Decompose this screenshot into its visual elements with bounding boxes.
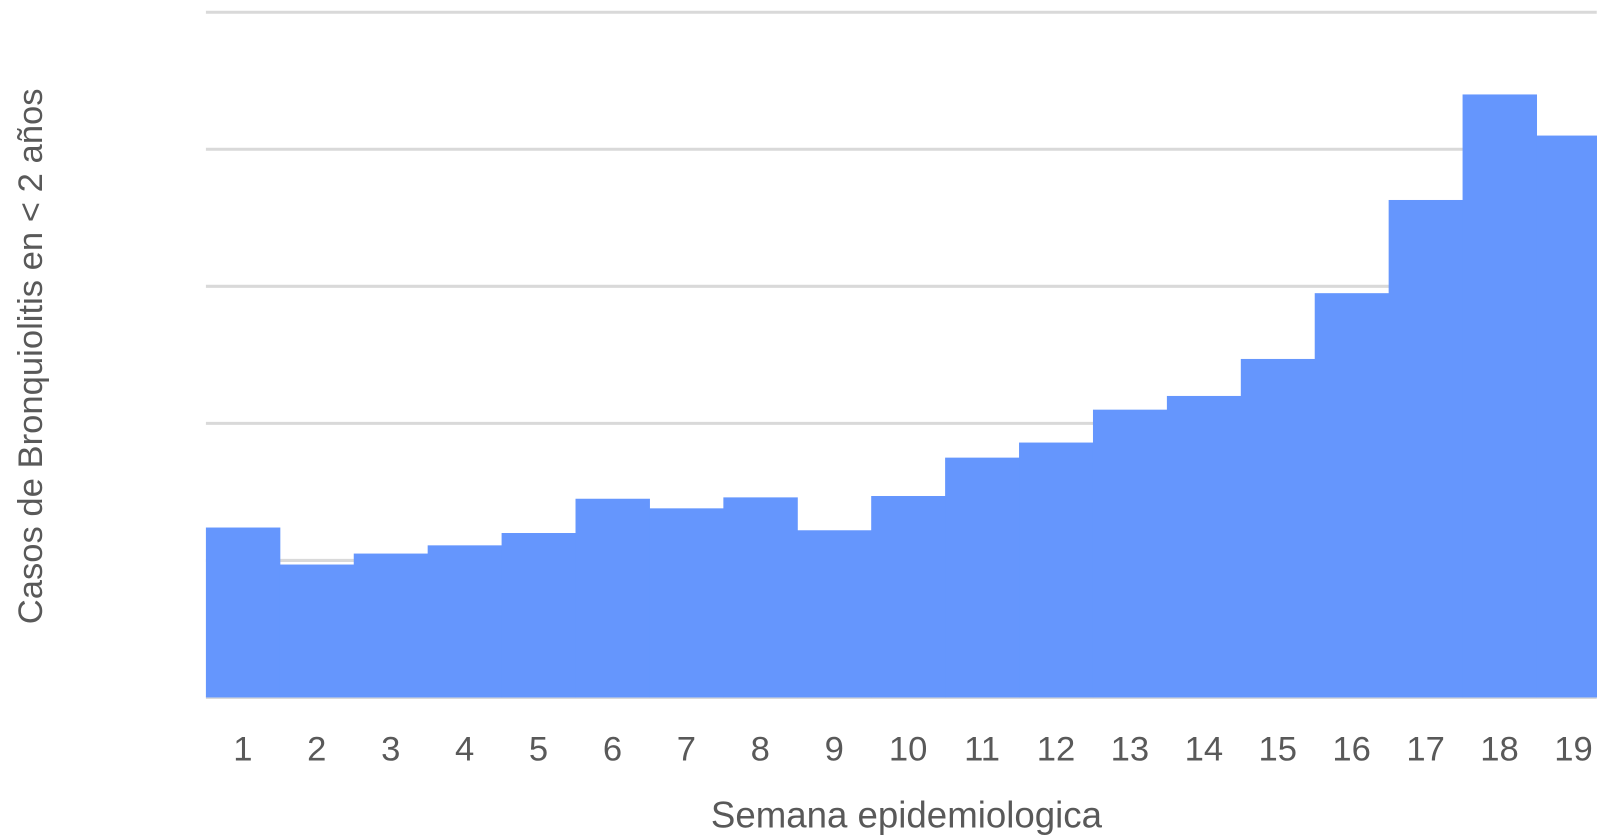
x-tick-label: 19 <box>1554 731 1592 769</box>
x-tick-label: 1 <box>233 731 252 769</box>
bar <box>1462 94 1538 698</box>
bar <box>1536 135 1597 698</box>
bar <box>797 530 872 698</box>
x-tick-label: 12 <box>1037 731 1076 769</box>
x-tick-label: 4 <box>455 731 474 769</box>
bar <box>871 496 946 698</box>
bar <box>649 508 724 698</box>
x-tick-label: 15 <box>1259 731 1298 769</box>
x-tick-label: 2 <box>307 731 326 769</box>
bar <box>1314 293 1390 698</box>
x-tick-label: 3 <box>381 731 400 769</box>
x-tick-label: 9 <box>825 731 844 769</box>
x-axis-label: Semana epidemiologica <box>711 794 1103 835</box>
bar <box>945 457 1020 698</box>
bar <box>427 545 503 698</box>
bar <box>1092 409 1168 698</box>
y-axis-label: Casos de Bronquiolitis en < 2 años <box>12 88 50 624</box>
bar <box>1388 199 1464 698</box>
x-tick-label: 6 <box>603 731 622 769</box>
bar <box>1019 442 1094 698</box>
x-tick-label: 7 <box>677 731 696 769</box>
bar <box>501 533 577 698</box>
x-tick-label: 10 <box>889 731 928 769</box>
x-tick-label: 17 <box>1406 731 1445 769</box>
bar <box>205 527 281 698</box>
x-tick-label: 5 <box>529 731 548 769</box>
bar <box>723 497 798 698</box>
bar <box>1166 395 1242 698</box>
bar <box>1240 358 1316 698</box>
bar <box>353 553 429 698</box>
x-tick-label: 18 <box>1480 731 1519 769</box>
bar <box>575 498 650 698</box>
x-tick-label: 14 <box>1185 731 1223 769</box>
x-tick-label: 11 <box>964 731 1000 769</box>
bar <box>279 564 355 698</box>
x-tick-label: 8 <box>751 731 770 769</box>
x-tick-label: 16 <box>1332 731 1371 769</box>
x-tick-label: 13 <box>1111 731 1150 769</box>
